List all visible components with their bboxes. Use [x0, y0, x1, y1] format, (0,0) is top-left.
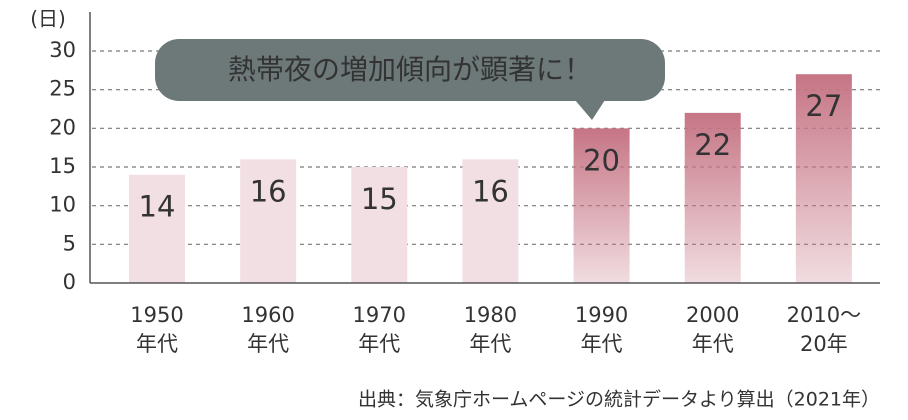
bar: [573, 128, 630, 283]
callout-text: 熱帯夜の増加傾向が顕著に！: [228, 53, 592, 86]
value-label: 20: [583, 143, 620, 177]
bar: [240, 159, 297, 283]
value-label: 22: [694, 128, 731, 162]
bar: [795, 74, 852, 283]
x-tick-label: 年代: [358, 332, 400, 356]
x-tick-label: 2000: [686, 303, 739, 327]
value-label: 16: [472, 174, 509, 208]
source-note: 出典：気象庁ホームページの統計データより算出（2021年）: [358, 389, 880, 411]
x-tick-label: 年代: [469, 332, 511, 356]
x-tick-label: 年代: [247, 332, 289, 356]
y-tick-label: 15: [49, 154, 76, 178]
x-tick-label: 1960: [241, 303, 294, 327]
x-tick-label: 年代: [581, 332, 623, 356]
x-tick-label: 1950: [130, 303, 183, 327]
y-tick-label: 5: [63, 231, 76, 255]
y-tick-label: 25: [49, 77, 76, 101]
y-tick-label: 0: [63, 270, 76, 294]
x-tick-label: 年代: [136, 332, 178, 356]
y-tick-label: 30: [49, 38, 76, 62]
y-tick-label: 10: [49, 193, 76, 217]
value-label: 14: [139, 190, 176, 224]
bar: [351, 167, 408, 283]
bar: [129, 174, 185, 283]
x-tick-label: 20年: [800, 332, 848, 356]
value-label: 27: [805, 89, 842, 123]
callout-bubble: [155, 39, 665, 101]
y-unit-label: (日): [30, 7, 66, 31]
callout-tail: [575, 100, 605, 120]
x-tick-label: 1970: [353, 303, 406, 327]
x-tick-label: 年代: [692, 332, 734, 356]
bar: [462, 159, 519, 283]
y-tick-label: 20: [49, 115, 76, 139]
bar: [684, 112, 741, 283]
x-tick-label: 1980: [464, 303, 517, 327]
value-label: 16: [250, 174, 287, 208]
x-tick-label: 1990: [575, 303, 628, 327]
value-label: 15: [361, 182, 398, 216]
x-tick-label: 2010〜: [787, 303, 861, 327]
